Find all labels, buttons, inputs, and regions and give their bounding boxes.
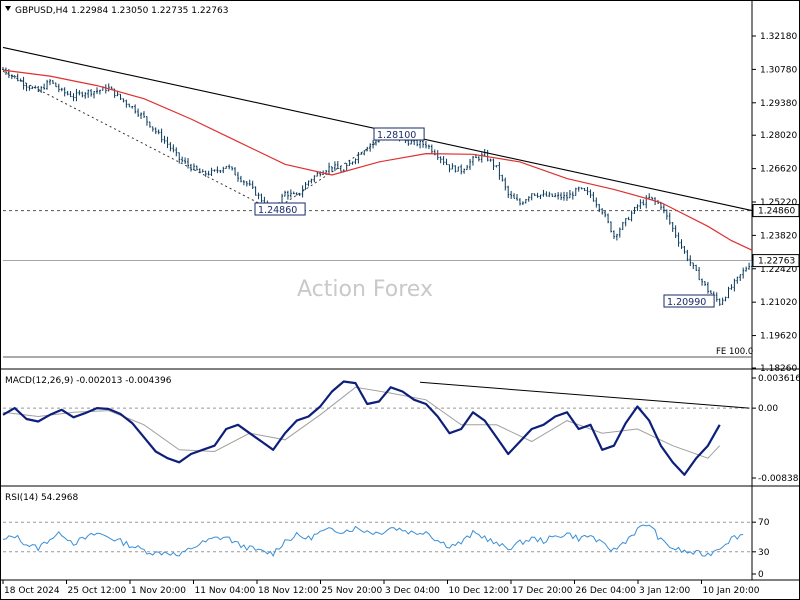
- rsi-panel[interactable]: RSI(14) 54.2968: [2, 493, 752, 557]
- rsi-title: RSI(14) 54.2968: [5, 493, 78, 503]
- y-tick-label: 1.18260: [760, 364, 797, 374]
- rsi-line: [2, 524, 744, 557]
- macd-y-tick-label: 0.003616: [758, 374, 800, 384]
- macd-title: MACD(12,26,9) -0.002013 -0.004396: [5, 376, 172, 386]
- y-tick-label: 1.22420: [760, 265, 797, 275]
- macd-y-tick-label: -0.00838: [758, 474, 799, 484]
- label-124860-box: [254, 202, 306, 216]
- y-tick-label: 1.32180: [760, 32, 797, 42]
- x-tick-label: 25 Nov 20:00: [322, 586, 383, 596]
- y-tick-label: 1.28020: [760, 131, 797, 141]
- x-tick-label: 25 Oct 12:00: [68, 586, 127, 596]
- x-tick-label: 3 Jan 12:00: [639, 586, 691, 596]
- y-tick-label: 1.30780: [760, 65, 797, 75]
- x-tick-label: 17 Dec 20:00: [512, 586, 573, 596]
- label-128100-box: [373, 127, 425, 141]
- y-tick-label: 1.25220: [760, 198, 797, 208]
- dotted-trendline-2: [272, 132, 391, 212]
- y-tick-label: 1.26620: [760, 165, 797, 175]
- macd-panel[interactable]: MACD(12,26,9) -0.002013 -0.004396: [2, 376, 752, 476]
- label-fe100: FE 100.0: [716, 347, 753, 357]
- macd-trendline: [420, 381, 750, 409]
- price-title: GBPUSD,H4 1.22984 1.23050 1.22735 1.2276…: [15, 6, 228, 16]
- price-chart-panel[interactable]: Action Forex 1.28100 1.24860 1.20990 FE 100.…: [2, 6, 753, 358]
- macd-y-tick-label: 0.00: [758, 404, 778, 414]
- current-price-label: 1.22763: [758, 257, 795, 267]
- macd-line: [2, 380, 721, 476]
- y-tick-label: 1.19620: [760, 332, 797, 342]
- y-tick-label: 1.21020: [760, 298, 797, 308]
- dropdown-triangle-icon[interactable]: [5, 6, 11, 11]
- x-tick-label: 26 Dec 04:00: [576, 586, 637, 596]
- x-tick-label: 11 Nov 04:00: [195, 586, 256, 596]
- label-120990: 1.20990: [667, 297, 706, 308]
- x-tick-label: 1 Nov 20:00: [131, 586, 186, 596]
- dotted-trendline-1: [2, 70, 274, 212]
- label-124860: 1.24860: [258, 205, 297, 216]
- x-tick-label: 10 Dec 12:00: [449, 586, 510, 596]
- y-tick-label: 1.23820: [760, 231, 797, 241]
- axes: 1.32180 1.30780 1.29380 1.28020 1.26620 1.252…: [2, 32, 800, 596]
- x-tick-label: 10 Jan 20:00: [703, 586, 760, 596]
- watermark-text: Action Forex: [297, 277, 433, 302]
- sma-line: [2, 69, 753, 251]
- x-tick-label: 3 Dec 04:00: [385, 586, 440, 596]
- rsi-y-tick-label: 30: [758, 548, 770, 558]
- label-120990-box: [663, 294, 715, 308]
- x-tick-label: 18 Oct 2024: [4, 586, 60, 596]
- x-tick-label: 18 Nov 12:00: [258, 586, 319, 596]
- rsi-y-tick-label: 0: [758, 570, 764, 580]
- rsi-y-tick-label: 70: [758, 518, 770, 528]
- level-price-label-tag: [752, 204, 800, 218]
- current-price-label-tag: [752, 254, 800, 268]
- y-tick-label: 1.29380: [760, 99, 797, 109]
- label-128100: 1.28100: [377, 130, 416, 141]
- level-price-label: 1.24860: [758, 207, 795, 217]
